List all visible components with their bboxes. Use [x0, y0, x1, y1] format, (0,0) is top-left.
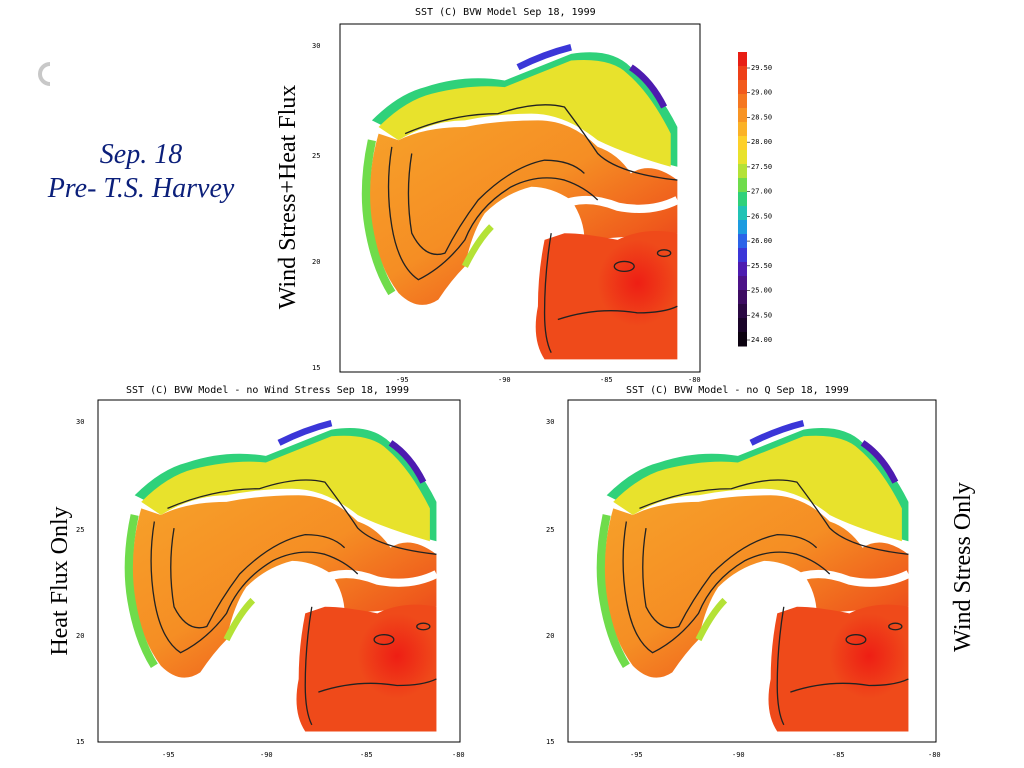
map-panel-bottom-left: SST (C) BVW Model - no Wind Stress Sep 1… [74, 382, 474, 764]
colorbar-label: 28.00 [751, 138, 772, 146]
colorbar-swatch [738, 290, 747, 305]
y-tick-label: 25 [546, 526, 554, 534]
slide-title-date: Sep. 18 [99, 139, 183, 170]
colorbar-swatch [738, 164, 747, 179]
colorbar-label: 27.00 [751, 188, 772, 196]
panel-title: SST (C) BVW Model - no Q Sep 18, 1999 [626, 385, 849, 396]
colorbar-swatch [738, 248, 747, 263]
colorbar-swatch [738, 150, 747, 165]
x-tick-label: -80 [928, 751, 941, 759]
slide-title: Sep. 18 Pre- T.S. Harvey [10, 138, 272, 206]
colorbar-swatch [738, 234, 747, 249]
map-panel-top: SST (C) BVW Model Sep 18, 1999 30 25 20 … [310, 4, 710, 384]
decorative-arc [38, 62, 51, 86]
x-tick-label: -90 [498, 376, 511, 384]
colorbar-legend: 29.50 29.00 28.50 28.00 27.50 27.00 26.50 26.00… [738, 52, 772, 347]
colorbar-swatch [738, 136, 747, 151]
colorbar-swatch [738, 332, 747, 347]
x-tick-label: -80 [688, 376, 701, 384]
colorbar-swatch [738, 52, 747, 67]
panel-title: SST (C) BVW Model - no Wind Stress Sep 1… [126, 385, 409, 396]
x-tick-label: -90 [732, 751, 745, 759]
y-tick-label: 20 [312, 258, 320, 266]
map-plot: 30 25 20 15 -95 -90 -85 -80 [312, 23, 701, 384]
colorbar-label: 27.50 [751, 163, 772, 171]
x-tick-label: -95 [162, 751, 175, 759]
y-tick-label: 25 [312, 152, 320, 160]
colorbar-label: 26.00 [751, 237, 772, 245]
colorbar-swatch [738, 66, 747, 81]
colorbar-label: 29.00 [751, 89, 772, 97]
colorbar-swatch [738, 108, 747, 123]
colorbar-label: 25.00 [751, 287, 772, 295]
colorbar-swatch [738, 80, 747, 95]
y-tick-label: 30 [546, 418, 554, 426]
y-tick-label: 30 [76, 418, 84, 426]
colorbar-swatch [738, 276, 747, 291]
colorbar-swatch [738, 122, 747, 137]
colorbar-label: 29.50 [751, 64, 772, 72]
x-tick-label: -80 [452, 751, 465, 759]
colorbar-label: 25.50 [751, 262, 772, 270]
x-tick-label: -85 [832, 751, 845, 759]
y-tick-label: 30 [312, 42, 320, 50]
x-tick-label: -95 [630, 751, 643, 759]
colorbar-swatch [738, 206, 747, 221]
colorbar-swatch [738, 318, 747, 333]
slide-title-subtitle: Pre- T.S. Harvey [47, 173, 235, 204]
x-tick-label: -95 [396, 376, 409, 384]
x-tick-label: -90 [260, 751, 273, 759]
colorbar-swatch [738, 304, 747, 319]
colorbar-label: 24.00 [751, 336, 772, 344]
x-tick-label: -85 [360, 751, 373, 759]
colorbar-label: 28.50 [751, 113, 772, 121]
map-panel-bottom-right: SST (C) BVW Model - no Q Sep 18, 1999 30… [544, 382, 944, 764]
colorbar-swatch [738, 178, 747, 193]
colorbar-swatch [738, 192, 747, 207]
map-plot: 30 25 20 15 -95 -90 -85 -80 [76, 399, 465, 759]
y-tick-label: 15 [546, 738, 554, 746]
colorbar-label: 26.50 [751, 212, 772, 220]
colorbar-swatch [738, 220, 747, 235]
y-tick-label: 15 [312, 364, 320, 372]
y-tick-label: 25 [76, 526, 84, 534]
colorbar-swatch [738, 262, 747, 277]
y-tick-label: 20 [546, 632, 554, 640]
colorbar-swatch [738, 94, 747, 109]
label-wind-stress-only: Wind Stress Only [950, 482, 976, 652]
y-tick-label: 15 [76, 738, 84, 746]
label-wind-stress-heat-flux: Wind Stress+Heat Flux [275, 84, 301, 310]
x-tick-label: -85 [600, 376, 613, 384]
colorbar-label: 24.50 [751, 311, 772, 319]
y-tick-label: 20 [76, 632, 84, 640]
panel-title: SST (C) BVW Model Sep 18, 1999 [415, 7, 596, 18]
map-plot: 30 25 20 15 -95 -90 -85 -80 [546, 399, 941, 759]
label-heat-flux-only: Heat Flux Only [47, 506, 73, 656]
